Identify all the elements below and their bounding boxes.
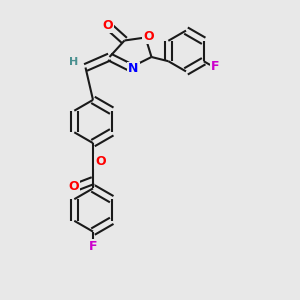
Text: F: F xyxy=(89,240,97,253)
Text: O: O xyxy=(95,154,106,168)
Text: O: O xyxy=(68,179,79,193)
Text: N: N xyxy=(128,62,139,76)
Text: H: H xyxy=(69,57,78,67)
Text: O: O xyxy=(143,29,154,43)
Text: F: F xyxy=(211,60,220,73)
Text: O: O xyxy=(103,19,113,32)
